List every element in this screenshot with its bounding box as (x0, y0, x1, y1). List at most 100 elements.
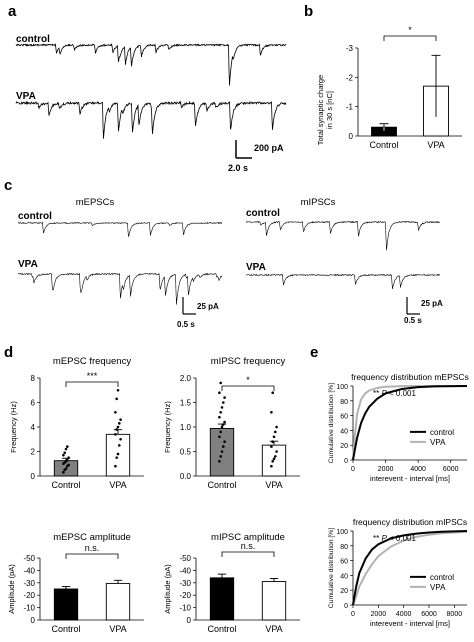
trace-c-mipsc-control (245, 220, 441, 251)
y-tick-label: 0 (344, 458, 348, 465)
trace-a-vpa (15, 100, 287, 139)
significance-bracket (65, 553, 119, 559)
significance-label: * (408, 25, 412, 35)
data-point (62, 453, 65, 457)
x-axis-label: interevent - interval [ms] (370, 474, 450, 483)
y-tick-label: 2.0 (180, 374, 192, 383)
data-point (118, 422, 121, 425)
data-point (274, 430, 277, 434)
x-tick-label: 6000 (421, 611, 437, 618)
series-line-control (352, 385, 468, 461)
chart-title: mEPSC frequency (53, 356, 131, 367)
y-tick-label: 1.0 (180, 423, 192, 432)
y-axis-label: Cumulative distribution [%] (328, 528, 335, 609)
scalebar-c-left-y-label: 25 pA (197, 302, 219, 311)
y-tick-label: 4 (31, 423, 36, 432)
significance-annotation: ** P < 0.001 (373, 389, 416, 398)
data-point (116, 425, 120, 429)
data-point (222, 401, 225, 404)
y-axis-label: Cumulative distribution [%] (328, 383, 335, 464)
x-tick-label: Control (369, 140, 398, 150)
y-tick-label: 80 (340, 544, 348, 551)
data-point (64, 467, 68, 470)
data-point (223, 396, 226, 399)
panel-e-letter: e (310, 344, 318, 361)
chart-title: frequency distribution mIPSCs (353, 517, 467, 527)
data-point (63, 451, 66, 455)
chart-b-ylabel-1: Total synaptic charge (316, 75, 325, 145)
x-tick-label: 2000 (371, 611, 387, 618)
data-point (114, 411, 117, 414)
y-tick-label: 20 (340, 588, 348, 595)
significance-annotation: ** P < 0.001 (373, 534, 416, 543)
y-tick-label: -1 (346, 103, 354, 112)
scalebar-c-right: 25 pA 0.5 s (404, 297, 443, 325)
y-tick-label: 40 (340, 428, 348, 435)
y-tick-label: 60 (340, 559, 348, 566)
trace-label-a-control: control (16, 34, 50, 45)
y-tick-label: 20 (340, 443, 348, 450)
data-point (66, 445, 69, 448)
significance-label: n.s. (241, 541, 256, 551)
scalebar-c-left-x-label: 0.5 s (177, 320, 195, 329)
data-point (270, 464, 273, 468)
y-tick-label: -50 (23, 554, 35, 563)
significance-bracket (65, 381, 119, 387)
x-tick-label: Control (51, 624, 80, 634)
trace-label-c-mipsc-control: control (246, 208, 280, 219)
scalebar-a-y-label: 200 pA (254, 143, 284, 153)
data-point (115, 397, 118, 401)
data-point (119, 437, 122, 441)
y-tick-label: -40 (23, 566, 35, 575)
chart-b: 0 -1 -2 -3 Control VPA * (346, 25, 462, 150)
trace-label-c-mepsc-vpa: VPA (18, 259, 38, 270)
series-line-control (352, 530, 468, 606)
bar (209, 577, 235, 621)
data-point (62, 471, 65, 474)
significance-label: n.s. (85, 543, 100, 553)
x-tick-label: Control (51, 480, 80, 490)
trace-c-mipsc-vpa (245, 273, 440, 290)
mepsc-traces-title: mEPSCs (76, 197, 115, 208)
data-point (66, 458, 69, 462)
data-point (114, 433, 117, 436)
y-tick-label: 0.0 (180, 472, 192, 481)
y-axis-label: Amplitude (pA) (7, 564, 16, 614)
legend-label-VPA: VPA (430, 438, 446, 447)
data-point (64, 447, 68, 451)
significance-bracket (221, 551, 275, 557)
x-axis-label: interevent - interval [ms] (370, 619, 450, 628)
data-point (219, 411, 222, 414)
data-point (271, 440, 275, 444)
y-tick-label: -50 (179, 554, 191, 563)
data-point (67, 456, 70, 459)
data-point (218, 415, 221, 419)
scalebar-c-left: 25 pA 0.5 s (177, 297, 219, 329)
y-tick-label: 60 (340, 414, 348, 421)
trace-c-mepsc-vpa (17, 272, 223, 305)
annotation-value: < 0.001 (387, 389, 417, 398)
annotation-stars: ** (373, 389, 381, 398)
panel-b-letter: b (304, 3, 313, 20)
x-tick-label: 4000 (410, 466, 426, 473)
trace-label-a-vpa: VPA (16, 91, 36, 102)
y-tick-label: 0 (31, 472, 36, 481)
chart-title: frequency distribution mEPSCs (351, 372, 469, 382)
y-tick-label: -40 (179, 566, 191, 575)
data-point (67, 463, 70, 467)
legend-label-VPA: VPA (430, 583, 446, 592)
y-tick-label: -3 (346, 44, 354, 53)
y-tick-label: -10 (23, 604, 35, 613)
trace-c-mepsc-control (17, 221, 223, 237)
x-tick-label: 4000 (396, 611, 412, 618)
data-point (223, 440, 226, 444)
data-point (115, 428, 118, 431)
series-line-VPA (352, 530, 468, 606)
chart-mepsc-frequency: 0 2 4 6 8 Control VPA *** mEPSC frequency Frequen… (9, 356, 144, 490)
trace-label-c-mepsc-control: control (18, 211, 52, 222)
data-point (219, 381, 222, 385)
data-point (275, 425, 278, 429)
data-point (271, 460, 275, 463)
y-tick-label: 8 (31, 374, 36, 383)
